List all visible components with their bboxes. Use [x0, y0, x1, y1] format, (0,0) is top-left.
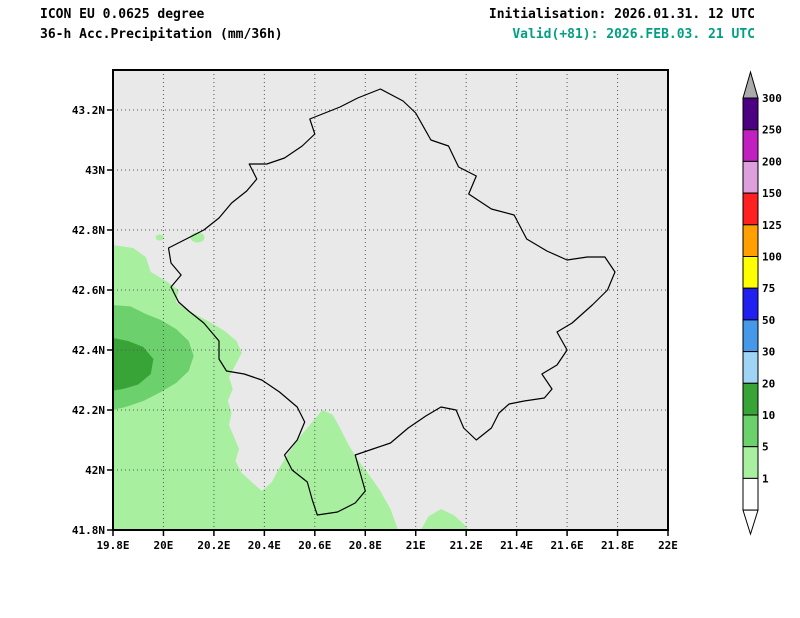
x-axis-tick-label: 20.4E [248, 539, 281, 552]
precip-area-1-5 [190, 232, 205, 243]
x-axis-tick-label: 21.8E [601, 539, 634, 552]
legend-label: 50 [762, 314, 775, 327]
y-axis-tick-label: 42.2N [72, 404, 105, 417]
legend-colorbar-cell [742, 256, 759, 289]
y-axis-tick-label: 42.6N [72, 284, 105, 297]
legend-colorbar-cell [742, 477, 759, 511]
precip-area-1-5 [420, 509, 469, 530]
x-axis-tick-label: 21E [406, 539, 426, 552]
legend-label: 150 [762, 187, 782, 200]
precip-area-1-5 [155, 234, 164, 241]
legend-label: 100 [762, 251, 782, 264]
x-axis-tick-label: 20.8E [349, 539, 382, 552]
x-axis-tick-label: 22E [658, 539, 678, 552]
legend-colorbar-cell [742, 319, 759, 353]
y-axis-tick-label: 41.8N [72, 524, 105, 537]
legend-colorbar-cell [742, 351, 759, 384]
y-axis-tick-label: 42.4N [72, 344, 105, 357]
precip-area-1-5 [113, 245, 399, 530]
x-axis-tick-label: 20.2E [197, 539, 230, 552]
legend-colorbar-cell [742, 224, 759, 258]
legend-colorbar-cell [742, 446, 759, 479]
legend-label: 200 [762, 155, 782, 168]
legend-label: 75 [762, 282, 775, 295]
legend-label: 10 [762, 409, 775, 422]
legend-colorbar-cell [742, 414, 759, 448]
legend-label: 30 [762, 346, 775, 359]
precip-layer [113, 232, 469, 530]
map-frame [112, 69, 669, 531]
legend-colorbar-cell [742, 129, 759, 162]
legend-label: 1 [762, 472, 769, 485]
model-title: ICON EU 0.0625 degree [40, 7, 205, 22]
precip-area-10-20 [113, 338, 154, 391]
x-axis-tick-label: 20.6E [298, 539, 331, 552]
legend-under-triangle [742, 509, 759, 536]
legend-colorbar-cell [742, 160, 759, 194]
legend-colorbar-cell [742, 287, 759, 321]
product-title: 36-h Acc.Precipitation (mm/36h) [40, 27, 283, 42]
legend-colorbar-cell [742, 192, 759, 226]
y-axis-tick-label: 42.8N [72, 224, 105, 237]
legend-label: 125 [762, 219, 782, 232]
legend-label: 5 [762, 441, 769, 454]
x-axis-tick-label: 20E [154, 539, 174, 552]
legend-label: 300 [762, 92, 782, 105]
y-axis-tick-label: 43N [85, 164, 105, 177]
legend-colorbar-cell [742, 97, 759, 131]
legend-colorbar-cell [742, 382, 759, 416]
kosovo-border [167, 88, 616, 516]
x-axis-tick-label: 21.4E [500, 539, 533, 552]
x-axis-tick-label: 21.2E [450, 539, 483, 552]
legend-label: 250 [762, 124, 782, 137]
x-axis-tick-label: 21.6E [551, 539, 584, 552]
valid-time: Valid(+81): 2026.FEB.03. 21 UTC [512, 27, 755, 42]
y-axis-tick-label: 43.2N [72, 104, 105, 117]
initialisation-time: Initialisation: 2026.01.31. 12 UTC [488, 7, 755, 22]
legend-over-triangle [742, 70, 759, 99]
y-axis-tick-label: 42N [85, 464, 105, 477]
legend-label: 20 [762, 377, 775, 390]
x-axis-tick-label: 19.8E [96, 539, 129, 552]
